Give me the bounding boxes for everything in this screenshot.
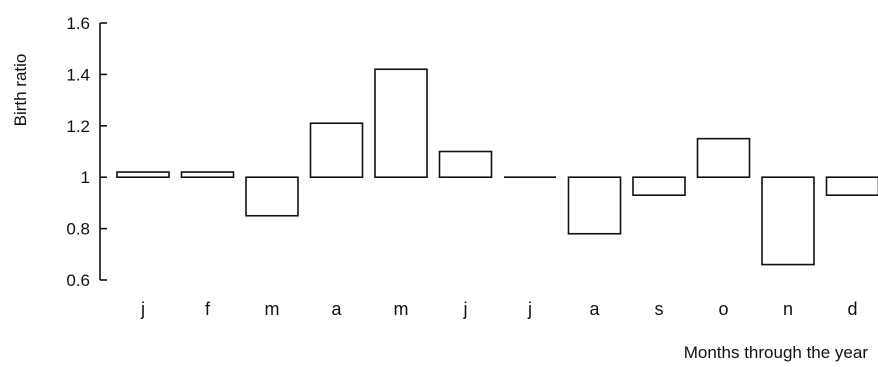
y-tick-label: 1.2 [66,117,90,136]
x-tick-label: m [265,299,280,319]
y-axis-label: Birth ratio [11,54,30,127]
y-tick-label: 0.8 [66,220,90,239]
bar [696,137,751,178]
bar [567,176,622,235]
y-tick-labels: 0.6 0.8 1 1.2 1.4 1.6 [66,14,90,290]
bars [116,68,878,266]
x-tick-label: a [331,299,342,319]
bar [180,171,235,178]
bar [374,68,428,179]
y-tick-label: 0.6 [66,271,90,290]
x-tick-label: d [847,299,857,319]
x-tick-label: o [718,299,728,319]
x-tick-label: j [527,299,532,319]
x-tick-label: s [655,299,664,319]
bar [309,122,364,179]
bar [116,171,170,178]
x-tick-label: j [463,299,468,319]
x-tick-label: a [589,299,600,319]
x-tick-label: f [205,299,211,319]
bar [761,176,815,266]
bar [245,176,299,217]
x-axis-label: Months through the year [684,343,869,362]
y-tick-label: 1 [81,168,90,187]
bar [438,150,493,179]
bar [825,176,878,196]
y-tick-label: 1.4 [66,65,90,84]
bar [632,176,686,196]
x-tick-label: j [140,299,145,319]
x-tick-label: m [394,299,409,319]
x-tick-label: n [783,299,793,319]
y-tick-label: 1.6 [66,14,90,33]
y-axis [99,22,107,281]
